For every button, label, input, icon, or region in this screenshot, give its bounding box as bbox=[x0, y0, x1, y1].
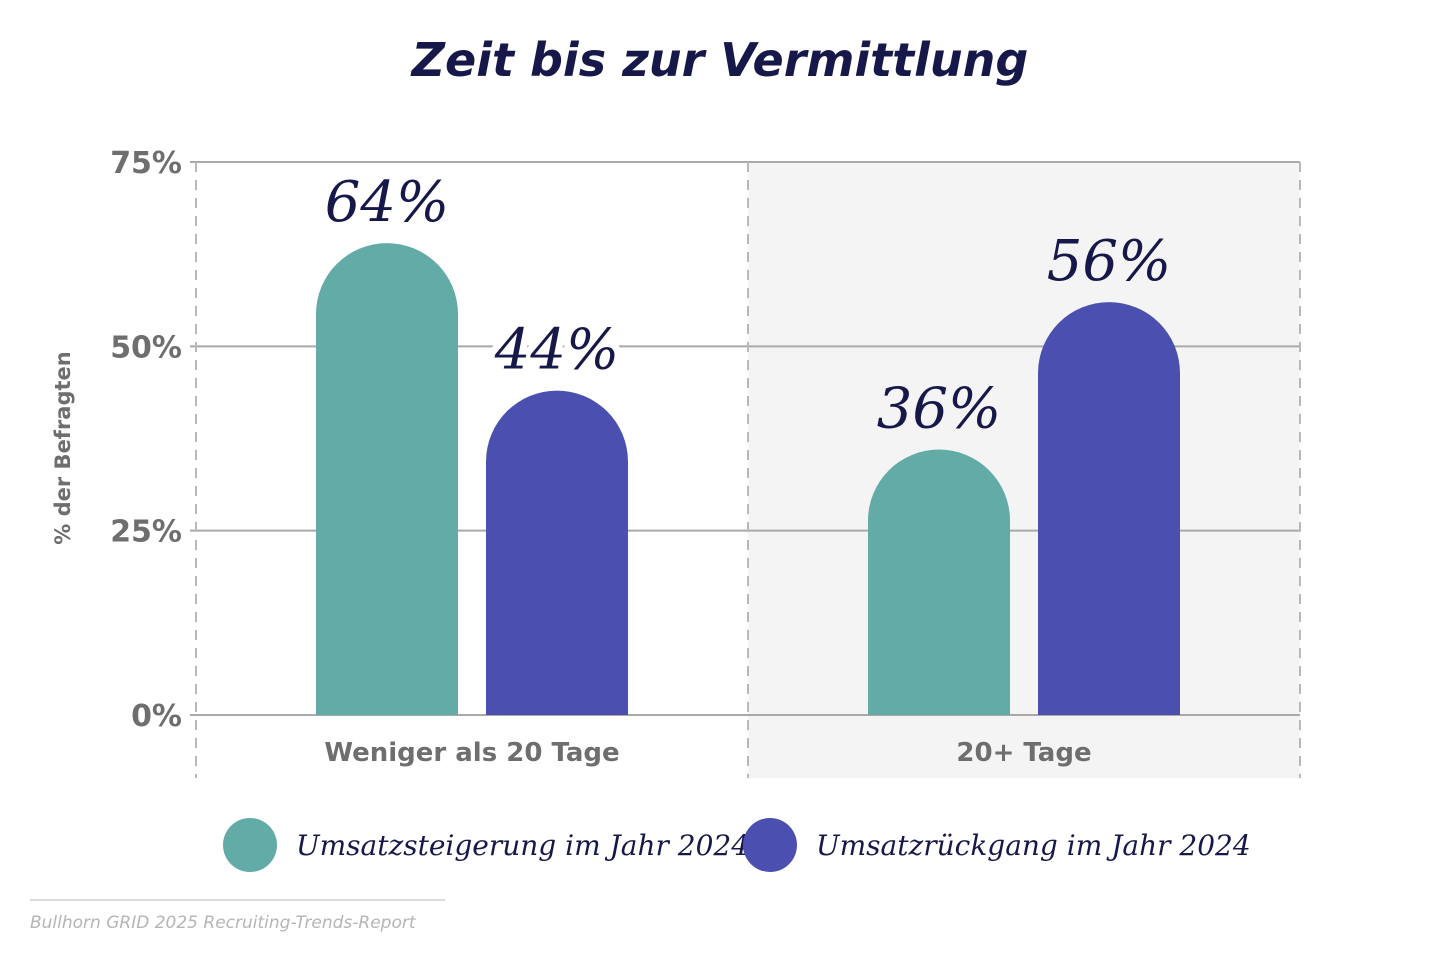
data-labels: 64%64%44%44%36%36%56%56% bbox=[318, 163, 1178, 448]
y-tick-label-0: 0% bbox=[131, 699, 182, 734]
legend-label-1: Umsatzrückgang im Jahr 2024 bbox=[816, 829, 1251, 862]
data-label-halo-s0-c1: 36% bbox=[877, 377, 1001, 442]
data-label-s0-c0: 64% bbox=[325, 170, 449, 235]
y-axis-label: % der Befragten bbox=[51, 351, 75, 544]
bar-s0-c1 bbox=[868, 449, 1010, 715]
bars bbox=[316, 243, 1180, 715]
legend-swatch-0 bbox=[223, 818, 277, 872]
y-tick-label-1: 25% bbox=[110, 515, 182, 550]
data-label-halo-s0-c0: 64% bbox=[325, 170, 449, 235]
bar-s1-c0 bbox=[486, 390, 628, 715]
x-tick-label-1: 20+ Tage bbox=[956, 738, 1091, 768]
x-tick-label-0: Weniger als 20 Tage bbox=[324, 738, 619, 768]
highlight-background bbox=[748, 162, 1300, 778]
legend-label-0: Umsatzsteigerung im Jahr 2024 bbox=[296, 829, 749, 862]
legend: Umsatzsteigerung im Jahr 2024 Umsatzrück… bbox=[223, 818, 1251, 872]
source-note: Bullhorn GRID 2025 Recruiting-Trends-Rep… bbox=[30, 913, 417, 933]
chart-title: Zeit bis zur Vermittlung bbox=[410, 33, 1029, 87]
y-tick-label-2: 50% bbox=[110, 330, 182, 365]
data-label-s1-c1: 56% bbox=[1047, 229, 1171, 294]
data-label-halo-s1-c0: 44% bbox=[494, 318, 619, 383]
data-label-s0-c1: 36% bbox=[877, 377, 1001, 442]
y-tick-label-3: 75% bbox=[110, 146, 182, 181]
legend-swatch-1 bbox=[743, 818, 797, 872]
bar-s0-c0 bbox=[316, 243, 458, 715]
data-label-halo-s1-c1: 56% bbox=[1047, 229, 1171, 294]
data-label-s1-c0: 44% bbox=[494, 318, 619, 383]
gridlines: 0% 25% 50% 75% Weniger als 20 Tage 20+ Tage bbox=[110, 146, 1301, 778]
bar-s1-c1 bbox=[1038, 302, 1180, 715]
